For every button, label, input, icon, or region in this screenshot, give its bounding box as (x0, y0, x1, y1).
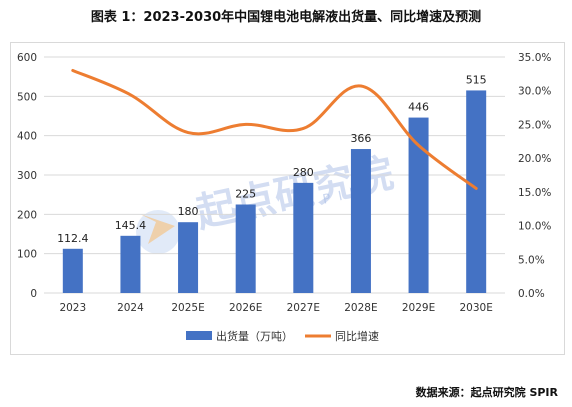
y-left-tick-label: 0 (30, 288, 37, 300)
source-note: 数据来源：起点研究院 SPIR (415, 386, 558, 399)
bar (408, 117, 429, 293)
bar-series (62, 90, 487, 293)
bar (350, 149, 371, 293)
line-point (417, 144, 420, 147)
y-right-tick-label: 35.0% (518, 52, 551, 64)
bar (466, 90, 487, 293)
bar-value-label: 112.4 (57, 232, 89, 245)
axes: 0 100 200 300 400 500 600 0.0% 5.0% 10.0% 15.0% 20.… (17, 52, 551, 314)
data-labels: 112.4 145.4 180 225 280 366 446 515 (57, 73, 487, 244)
line-point (71, 69, 75, 72)
y-left-tick-label: 600 (17, 52, 37, 64)
x-tick-label: 2027E (287, 302, 320, 314)
bar-value-label: 366 (350, 132, 371, 145)
y-left-tick-label: 200 (17, 209, 37, 221)
chart-title: 图表 1：2023-2030年中国锂电池电解液出货量、同比增速及预测 (90, 10, 482, 25)
bar-value-label: 280 (293, 166, 314, 179)
y-right-tick-label: 15.0% (518, 187, 551, 199)
y-right-tick-label: 10.0% (518, 221, 551, 233)
watermark-logo-accent (140, 214, 175, 244)
bar (293, 182, 314, 293)
legend-label-line: 同比增速 (335, 329, 379, 343)
bar (178, 222, 199, 293)
x-tick-label: 2028E (344, 302, 377, 314)
y-right-tick-label: 25.0% (518, 119, 551, 131)
x-tick-label: 2026E (229, 302, 262, 314)
y-right-tick-label: 30.0% (518, 86, 551, 98)
y-right-tick-label: 20.0% (518, 153, 551, 165)
y-left-tick-label: 500 (17, 91, 37, 103)
line-point (302, 127, 305, 130)
y-left-tick-label: 400 (17, 131, 37, 143)
x-tick-label: 2029E (402, 302, 435, 314)
x-tick-label: 2025E (171, 302, 204, 314)
gridlines (44, 56, 505, 294)
x-tick-label: 2023 (59, 302, 86, 314)
x-tick-label: 2030E (460, 302, 493, 314)
y-left-tick-label: 100 (17, 249, 37, 261)
y-right-tick-label: 0.0% (518, 288, 545, 300)
growth-rate-line (71, 68, 478, 190)
bar-value-label: 145.4 (115, 219, 147, 232)
chart-frame (10, 42, 565, 355)
line-series (71, 68, 478, 190)
y-right-tick-label: 5.0% (518, 254, 545, 266)
bar-value-label: 515 (466, 73, 487, 86)
bar (235, 204, 256, 293)
legend-label-bar: 出货量（万吨） (216, 329, 293, 343)
bar (120, 235, 141, 293)
line-point (359, 84, 363, 88)
bar-value-label: 225 (235, 188, 256, 201)
legend: 出货量（万吨） 同比增速 (186, 329, 379, 343)
line-point (186, 131, 190, 134)
line-point (129, 93, 132, 96)
bar (62, 248, 83, 293)
bar-value-label: 446 (408, 101, 429, 114)
line-point (474, 187, 478, 190)
x-tick-label: 2024 (117, 302, 144, 314)
bar-value-label: 180 (178, 205, 199, 218)
y-left-tick-label: 300 (17, 170, 37, 182)
line-point (244, 123, 247, 126)
legend-swatch-bar (186, 331, 212, 340)
